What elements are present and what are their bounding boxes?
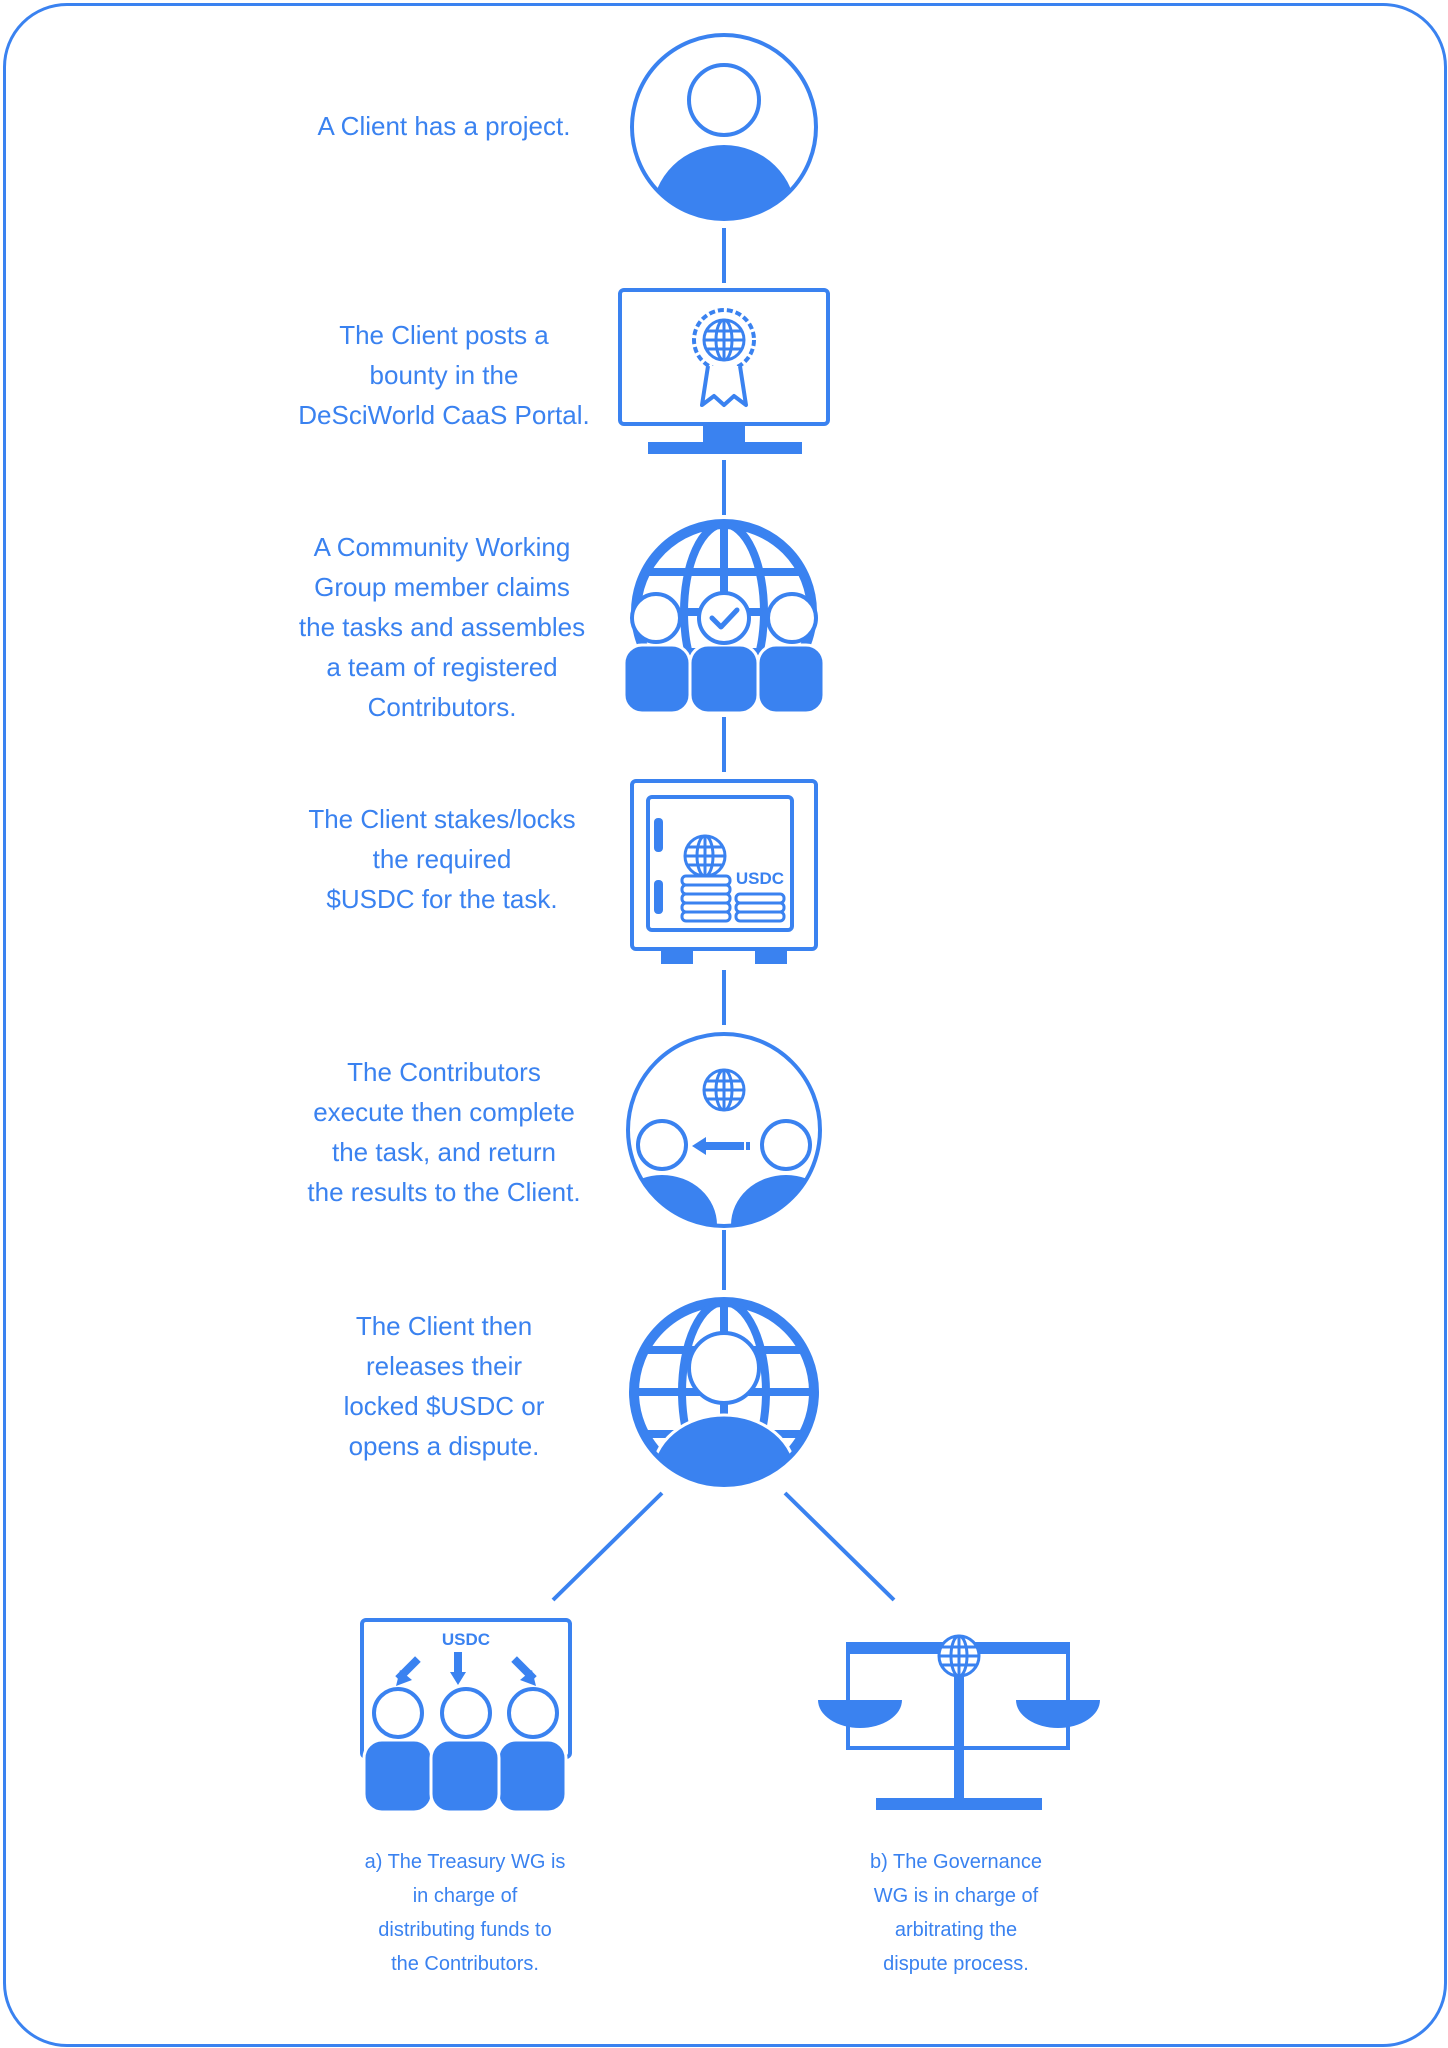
- safe-usdc-label: USDC: [736, 869, 784, 888]
- distribution-usdc-label: USDC: [442, 1630, 490, 1649]
- connector-lines: [551, 228, 896, 1602]
- step-2-text: The Client posts a bounty in the DeSciWo…: [298, 320, 590, 430]
- client-person-icon: [630, 33, 818, 221]
- safe-usdc-icon: USDC: [630, 779, 818, 964]
- branch-a-text: a) The Treasury WG is in charge of distr…: [364, 1851, 566, 1975]
- step-5-text: The Contributors execute then complete t…: [307, 1057, 581, 1207]
- step-3-text: A Community Working Group member claims …: [298, 532, 586, 722]
- step-6-text: The Client then releases their locked $U…: [343, 1311, 545, 1461]
- globe-person-icon: [629, 1297, 819, 1487]
- scales-icon: [818, 1634, 1100, 1810]
- branch-line-right: [783, 1491, 896, 1602]
- usdc-distribution-icon: USDC: [360, 1618, 572, 1814]
- branch-line-left: [551, 1491, 664, 1602]
- globe-team-icon: [622, 519, 826, 715]
- diagram-frame: [3, 3, 1447, 2047]
- step-4-text: The Client stakes/locks the required $US…: [308, 804, 576, 914]
- branch-b-text: b) The Governance WG is in charge of arb…: [870, 1851, 1042, 1975]
- monitor-award-icon: [618, 288, 830, 454]
- step-1-text: A Client has a project.: [317, 111, 571, 141]
